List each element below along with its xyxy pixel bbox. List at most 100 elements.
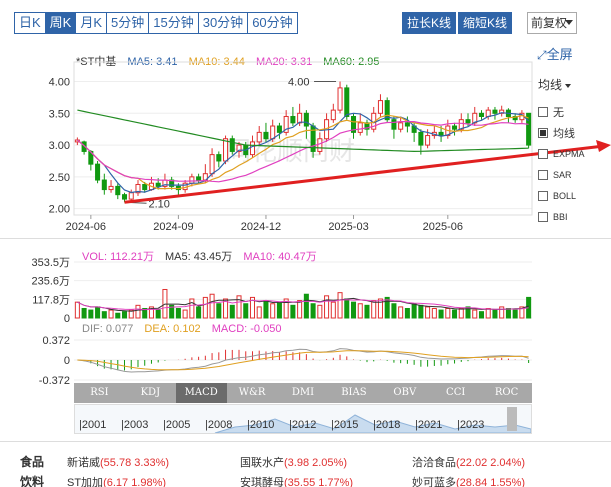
trend-arrow-head <box>596 140 611 152</box>
stretch-kline-button[interactable]: 拉长K线 <box>402 12 457 34</box>
volume-bar <box>74 301 80 319</box>
checkbox[interactable] <box>538 127 548 138</box>
volume-bar <box>128 309 134 319</box>
volume-bar <box>478 311 485 319</box>
volume-bar <box>418 304 424 319</box>
candle-body <box>384 100 390 121</box>
checkbox[interactable] <box>538 148 548 159</box>
x-tick-label: 2025-06 <box>423 221 463 233</box>
sector-label-drink: 饮料 <box>20 475 45 487</box>
fullscreen-button[interactable]: ⤢全屏 <box>537 44 573 63</box>
candle-body <box>115 185 121 196</box>
tab-15min[interactable]: 15分钟 <box>149 12 199 34</box>
volume-bar <box>438 309 444 319</box>
tab-roc[interactable]: ROC <box>494 387 519 398</box>
timeline-handle[interactable] <box>507 407 517 431</box>
related-stock-link[interactable]: 妙可蓝多(28.84 1.55%) <box>412 474 525 487</box>
volume-bar <box>256 306 262 319</box>
volume-bar <box>411 303 417 319</box>
stock-name: 安琪酵母 <box>240 477 284 487</box>
volume-bar <box>398 306 404 319</box>
timeline-year-label: |2018 <box>373 419 401 431</box>
overlay-option-none[interactable]: 无 <box>538 101 611 122</box>
checkbox[interactable] <box>538 211 548 222</box>
volume-bar <box>196 306 202 319</box>
divider <box>0 238 611 239</box>
y-tick-label: 0.372 <box>42 335 70 347</box>
volume-bar <box>243 303 249 319</box>
volume-bar <box>95 306 101 319</box>
related-stock-link[interactable]: 安琪酵母(35.55 1.77%) <box>240 474 353 487</box>
dea-line <box>77 350 529 371</box>
stock-name: ST加加 <box>67 477 104 487</box>
y-tick-label: -0.372 <box>39 375 70 387</box>
overlay-option-expma[interactable]: EXPMA <box>538 143 611 164</box>
macd-bars <box>83 349 530 371</box>
tab-weekly[interactable]: 周K <box>45 12 77 34</box>
timeline-year-label: |2023 <box>457 419 485 431</box>
tab-monthly[interactable]: 月K <box>76 12 108 34</box>
tab-macd[interactable]: MACD <box>175 383 227 403</box>
adjust-select[interactable]: 前复权 <box>527 12 577 34</box>
checkbox[interactable] <box>538 169 548 180</box>
tab-bias[interactable]: BIAS <box>341 387 367 398</box>
volume-bar <box>276 301 282 319</box>
ma60-line <box>77 109 529 153</box>
checkbox[interactable] <box>538 106 548 117</box>
candle-body <box>485 109 491 117</box>
candle-body <box>81 141 87 152</box>
volume-bar <box>512 309 518 319</box>
candle-body <box>263 131 269 140</box>
shrink-kline-button[interactable]: 缩短K线 <box>458 12 513 34</box>
candle-body <box>398 122 404 130</box>
volume-bar <box>101 311 107 319</box>
candle-body <box>256 131 262 143</box>
tab-wr[interactable]: W&R <box>238 387 266 398</box>
overlay-option-ma[interactable]: 均线 <box>538 122 611 143</box>
volume-bar <box>505 307 511 319</box>
timeline-navigator[interactable]: |2001 |2003 |2005 |2008 |2010 |2012 |2015 |2018… <box>74 404 532 434</box>
related-stocks: 食品 饮料 新诺威(55.78 3.33%) 国联水产(3.98 2.05%) … <box>0 445 611 487</box>
overlay-option-boll[interactable]: BOLL <box>538 185 611 206</box>
volume-bar <box>344 298 350 319</box>
checkbox[interactable] <box>538 190 548 201</box>
candle-body <box>391 119 397 130</box>
macd-y-axis: 0.372 0 -0.372 <box>39 335 70 387</box>
tab-dmi[interactable]: DMI <box>291 387 315 398</box>
kline-chart[interactable]: 同花顺问财 4.003.503.002.502.00 2024-06 2024-0… <box>0 0 611 440</box>
related-stock-link[interactable]: ST加加(6.17 1.98%) <box>67 474 166 487</box>
dea-value: DEA: 0.102 <box>144 323 201 335</box>
candle-body <box>135 183 141 194</box>
tab-kdj[interactable]: KDJ <box>140 387 161 398</box>
candle-body <box>229 138 235 152</box>
chevron-down-icon <box>565 20 573 25</box>
tab-60min[interactable]: 60分钟 <box>248 12 298 34</box>
y-tick-label: 3.50 <box>49 108 70 120</box>
tab-rsi[interactable]: RSI <box>90 387 109 398</box>
stock-name: 洽洽食品 <box>412 457 456 469</box>
overlay-option-bbi[interactable]: BBI <box>538 206 611 227</box>
annotations: 4.00 2.10 <box>124 77 611 210</box>
ma20-line <box>77 120 529 183</box>
candle-body <box>108 185 114 191</box>
tab-cci[interactable]: CCI <box>446 387 466 398</box>
indicator-tabs: RSI KDJ MACD W&R DMI BIAS OBV CCI ROC <box>74 383 532 403</box>
volume-bar <box>121 311 128 319</box>
fullscreen-label: 全屏 <box>546 47 573 62</box>
stock-name: 国联水产 <box>240 457 284 469</box>
volume-bar <box>169 304 175 319</box>
related-stock-link[interactable]: 国联水产(3.98 2.05%) <box>240 454 347 470</box>
volume-bar <box>465 306 471 319</box>
tab-30min[interactable]: 30分钟 <box>198 12 249 34</box>
overlay-select[interactable]: 均线 <box>538 76 611 93</box>
tab-daily[interactable]: 日K <box>14 12 46 34</box>
timeline-year-label: |2005 <box>163 419 191 431</box>
related-stock-link[interactable]: 洽洽食品(22.02 2.04%) <box>412 454 525 470</box>
tab-obv[interactable]: OBV <box>393 387 417 398</box>
volume-bar <box>337 292 343 319</box>
x-tick-label: 2024-09 <box>153 221 193 233</box>
candle-body <box>223 138 229 162</box>
tab-5min[interactable]: 5分钟 <box>107 12 150 34</box>
overlay-option-sar[interactable]: SAR <box>538 164 611 185</box>
related-stock-link[interactable]: 新诺威(55.78 3.33%) <box>67 454 169 470</box>
